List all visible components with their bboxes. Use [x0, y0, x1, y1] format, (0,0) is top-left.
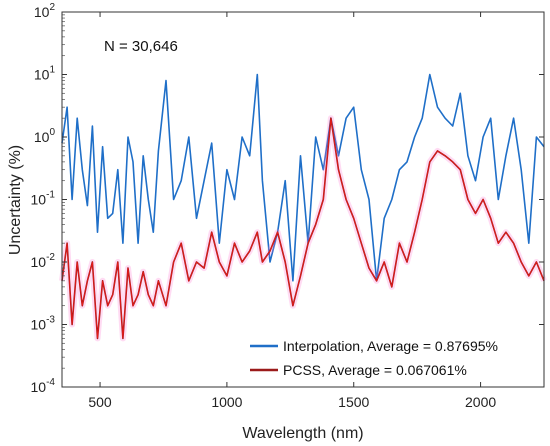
y-tick-label: 10-3 — [31, 315, 56, 333]
plot-frame — [61, 11, 545, 388]
legend-label-interpolation: Interpolation, Average = 0.87695% — [283, 338, 498, 354]
x-tick-label: 500 — [88, 394, 112, 410]
x-axis-title: Wavelength (nm) — [242, 425, 363, 442]
pcss-highlight-line — [61, 118, 545, 339]
plot-background — [62, 12, 544, 387]
legend: Interpolation, Average = 0.87695% PCSS, … — [250, 338, 498, 378]
y-tick-label: 10-4 — [31, 377, 56, 395]
y-tick-label: 102 — [34, 2, 56, 20]
y-tick-label: 10-2 — [31, 252, 56, 270]
y-tick-label: 101 — [34, 65, 56, 83]
series-layer — [59, 73, 547, 342]
x-tick-label: 2000 — [465, 394, 496, 410]
y-tick-label: 10-1 — [31, 190, 56, 208]
ticks-layer: 500 1000 1500 2000 102 101 100 10-1 10-2 10-3 10-4 — [31, 2, 544, 410]
x-tick-label: 1000 — [211, 394, 242, 410]
sample-count-annotation: N = 30,646 — [104, 38, 178, 55]
legend-label-pcss: PCSS, Average = 0.067061% — [283, 362, 467, 378]
y-axis-title: Uncertainty (%) — [7, 145, 24, 255]
y-tick-label: 100 — [34, 127, 56, 145]
x-tick-label: 1500 — [338, 394, 369, 410]
